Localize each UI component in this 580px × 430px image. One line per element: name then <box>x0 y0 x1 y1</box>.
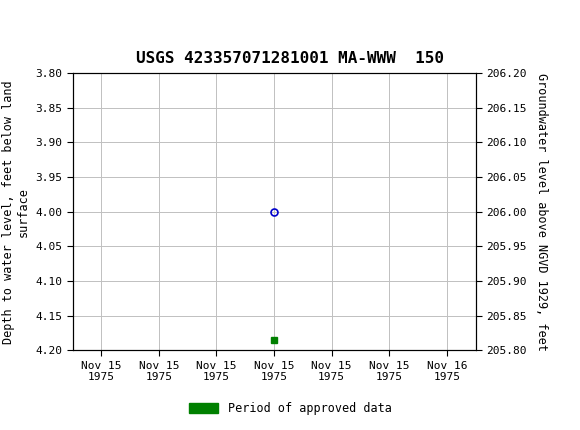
Text: ≡USGS: ≡USGS <box>9 13 85 32</box>
Y-axis label: Groundwater level above NGVD 1929, feet: Groundwater level above NGVD 1929, feet <box>535 73 548 351</box>
Text: USGS 423357071281001 MA-WWW  150: USGS 423357071281001 MA-WWW 150 <box>136 51 444 65</box>
Y-axis label: Depth to water level, feet below land
surface: Depth to water level, feet below land su… <box>2 80 30 344</box>
Legend: Period of approved data: Period of approved data <box>184 397 396 420</box>
